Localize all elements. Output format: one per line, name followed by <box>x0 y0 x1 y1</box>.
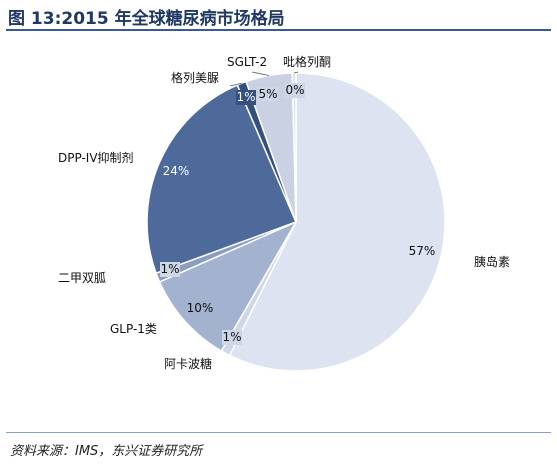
slice-percent-label-4: 24% <box>163 164 190 178</box>
slice-percent-label-5: 1% <box>236 90 256 105</box>
slice-name-label-2: GLP-1类 <box>110 322 157 336</box>
slice-name-label-6: SGLT-2 <box>227 55 267 69</box>
pie-slice-4 <box>146 84 298 275</box>
source-divider <box>6 432 551 433</box>
slice-name-label-7: 吡格列酮 <box>283 54 331 69</box>
slice-percent-label-2: 10% <box>187 301 214 315</box>
source-note: 资料来源：IMS，东兴证券研究所 <box>10 444 203 459</box>
slice-percent-box-5 <box>236 90 256 105</box>
slice-percent-label-7: 0% <box>285 83 305 98</box>
slice-percent-box-3 <box>160 262 180 277</box>
leader-line-5 <box>229 82 242 87</box>
slice-percent-text-1: 1% <box>222 330 241 344</box>
slice-name-label-3: 二甲双胍 <box>58 270 106 285</box>
slice-percent-text-7: 0% <box>285 83 304 97</box>
slice-percent-text-2: 10% <box>187 301 214 315</box>
slice-percent-label-1: 1% <box>222 330 242 345</box>
slice-percent-label-6: 5% <box>258 87 278 102</box>
slice-percent-box-6 <box>258 87 278 102</box>
slice-percent-text-5: 1% <box>236 90 255 104</box>
slice-percent-label-0: 57% <box>409 244 436 258</box>
pie-slice-2 <box>158 220 298 352</box>
leader-line-6 <box>251 71 269 76</box>
leader-lines <box>229 71 299 87</box>
slice-percent-text-4: 24% <box>163 164 190 178</box>
slice-percent-box-1 <box>222 330 242 345</box>
leader-line-7 <box>294 71 299 74</box>
slice-name-label-0: 胰岛素 <box>474 254 510 269</box>
slice-percent-text-3: 1% <box>160 262 179 276</box>
figure-title: 图 13:2015 年全球糖尿病市场格局 <box>8 9 285 29</box>
slice-percent-box-7 <box>285 83 305 98</box>
slice-labels: 57% 胰岛素 1% 阿卡波糖 10% GLP-1类 1% 二甲双胍 24% DPP-IV抑制剂 1… <box>58 54 510 371</box>
slice-percent-label-3: 1% <box>160 262 180 277</box>
pie-slice-0 <box>228 72 446 372</box>
slice-name-label-4: DPP-IV抑制剂 <box>58 150 134 165</box>
slice-name-label-5: 格列美脲 <box>171 70 219 85</box>
title-divider <box>6 29 551 31</box>
slice-name-label-1: 阿卡波糖 <box>164 356 212 371</box>
pie-slices <box>146 72 446 372</box>
slice-percent-text-0: 57% <box>409 244 436 258</box>
slice-percent-text-6: 5% <box>258 87 277 101</box>
pie-chart: 57% 胰岛素 1% 阿卡波糖 10% GLP-1类 1% 二甲双胍 24% DPP-IV抑制剂 1… <box>58 54 510 372</box>
